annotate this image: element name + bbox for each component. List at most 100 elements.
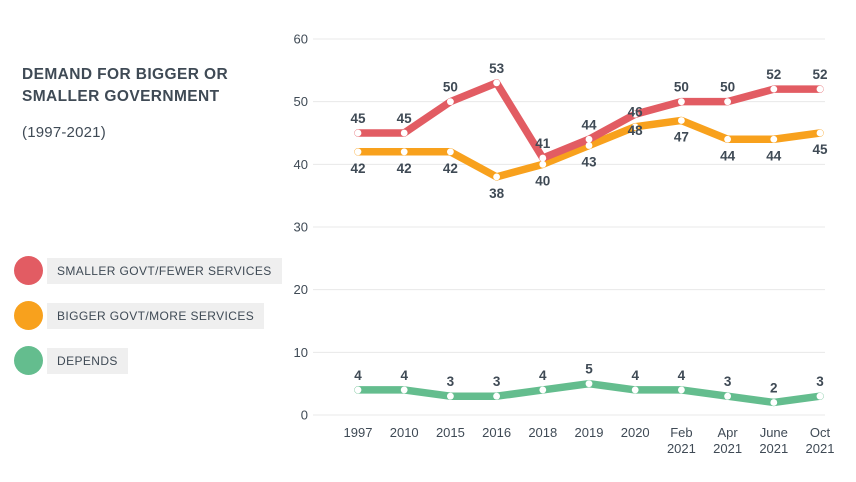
y-tick-label: 30 xyxy=(294,220,308,235)
data-point xyxy=(631,110,639,118)
data-point xyxy=(400,148,408,156)
legend-item-smaller-govt: SMALLER GOVT/FEWER SERVICES xyxy=(14,256,282,285)
y-tick-label: 40 xyxy=(294,157,308,172)
data-point xyxy=(539,160,547,168)
data-label: 41 xyxy=(535,136,551,151)
data-point xyxy=(724,98,731,106)
data-point xyxy=(354,386,362,394)
data-label: 45 xyxy=(397,111,413,126)
data-point xyxy=(447,98,454,106)
legend-label: BIGGER GOVT/MORE SERVICES xyxy=(47,302,265,329)
data-points xyxy=(354,79,824,406)
data-point xyxy=(724,392,731,400)
data-label: 45 xyxy=(350,111,366,126)
data-label: 48 xyxy=(628,123,644,138)
x-tick-label: 2010 xyxy=(390,425,419,440)
data-label: 38 xyxy=(489,186,505,201)
data-label: 5 xyxy=(585,362,593,377)
data-point xyxy=(678,117,685,124)
data-point xyxy=(585,142,593,149)
data-label: 52 xyxy=(766,67,781,82)
data-label: 4 xyxy=(678,368,686,383)
x-tick-label: 2015 xyxy=(436,425,465,440)
data-point xyxy=(447,392,454,400)
x-tick-label: Feb xyxy=(670,425,692,440)
page-subtitle: (1997-2021) xyxy=(22,124,106,141)
data-label: 50 xyxy=(720,80,735,95)
data-label: 44 xyxy=(581,117,597,132)
data-point xyxy=(770,85,778,93)
data-label: 4 xyxy=(631,368,639,383)
x-axis-labels: 1997 2010 2015 2016 2018 2019 2020 Feb2021Apr20… xyxy=(344,425,835,456)
x-tick-label: 2021 xyxy=(713,441,742,456)
data-label: 47 xyxy=(674,129,689,144)
data-label: 3 xyxy=(493,374,501,389)
data-point xyxy=(585,380,593,388)
data-label: 50 xyxy=(443,80,458,95)
data-label: 50 xyxy=(674,80,689,95)
data-point xyxy=(724,135,731,143)
x-tick-label: 2021 xyxy=(759,441,788,456)
data-label: 4 xyxy=(400,368,408,383)
data-point xyxy=(400,129,408,137)
y-tick-label: 60 xyxy=(294,32,308,47)
data-point xyxy=(539,386,547,394)
legend-item-depends: DEPENDS xyxy=(14,346,282,375)
data-label: 44 xyxy=(766,148,782,163)
legend-label: DEPENDS xyxy=(47,347,128,374)
data-point xyxy=(447,148,454,156)
x-tick-label: June xyxy=(760,425,788,440)
x-tick-label: 2020 xyxy=(621,425,650,440)
data-point xyxy=(678,98,685,106)
x-tick-label: 2019 xyxy=(575,425,604,440)
data-label: 42 xyxy=(443,161,458,176)
data-label: 3 xyxy=(447,374,455,389)
gridlines xyxy=(313,38,825,416)
x-tick-label: 2018 xyxy=(528,425,557,440)
data-label: 44 xyxy=(720,148,736,163)
legend-swatch-circle xyxy=(14,346,43,375)
data-label: 3 xyxy=(724,374,732,389)
data-point xyxy=(770,399,778,406)
data-point xyxy=(400,386,408,394)
legend-item-bigger-govt: BIGGER GOVT/MORE SERVICES xyxy=(14,301,282,330)
legend-swatch-circle xyxy=(14,301,43,330)
y-tick-label: 20 xyxy=(294,282,308,297)
x-tick-label: 2021 xyxy=(667,441,696,456)
data-point xyxy=(631,386,639,394)
data-point xyxy=(816,129,824,137)
data-label: 2 xyxy=(770,380,778,395)
y-tick-label: 50 xyxy=(294,94,308,109)
data-point xyxy=(493,79,500,87)
data-point xyxy=(770,135,778,143)
data-label: 53 xyxy=(489,61,505,76)
legend-label: SMALLER GOVT/FEWER SERVICES xyxy=(47,257,282,284)
data-label: 4 xyxy=(354,368,362,383)
data-label: 43 xyxy=(581,155,597,170)
x-tick-label: Oct xyxy=(810,425,831,440)
data-point xyxy=(493,392,500,400)
data-label: 42 xyxy=(397,161,412,176)
data-point xyxy=(678,386,685,394)
data-label: 42 xyxy=(350,161,365,176)
y-tick-label: 0 xyxy=(301,408,308,423)
data-label: 45 xyxy=(812,142,828,157)
legend: SMALLER GOVT/FEWER SERVICES BIGGER GOVT/… xyxy=(14,256,282,375)
y-tick-label: 10 xyxy=(294,345,308,360)
data-point xyxy=(354,148,362,156)
data-point xyxy=(631,123,639,131)
x-tick-label: 2021 xyxy=(806,441,835,456)
data-label: 3 xyxy=(816,374,824,389)
data-label: 52 xyxy=(812,67,827,82)
data-point xyxy=(816,392,824,400)
data-label: 4 xyxy=(539,368,547,383)
x-tick-label: Apr xyxy=(717,425,738,440)
data-point xyxy=(493,173,500,181)
data-point xyxy=(539,154,547,162)
data-point xyxy=(354,129,362,137)
y-axis-labels: 0 10 20 30 40 50 60 xyxy=(294,32,308,423)
data-label: 46 xyxy=(628,105,644,120)
